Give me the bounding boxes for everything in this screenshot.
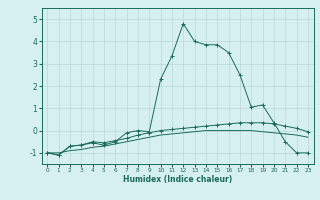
X-axis label: Humidex (Indice chaleur): Humidex (Indice chaleur) xyxy=(123,175,232,184)
